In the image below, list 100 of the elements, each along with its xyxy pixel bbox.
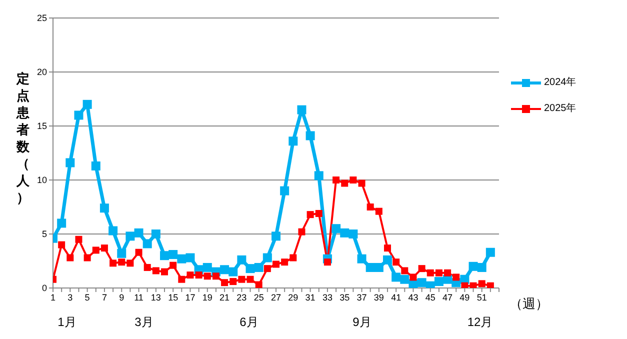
point bbox=[468, 262, 478, 271]
point bbox=[126, 260, 134, 267]
point bbox=[230, 278, 237, 286]
point bbox=[177, 254, 186, 264]
point bbox=[246, 276, 254, 283]
point bbox=[195, 272, 202, 279]
point bbox=[434, 277, 444, 286]
point bbox=[332, 224, 341, 234]
y-axis-title: 定点患者数（人） bbox=[16, 71, 30, 205]
point bbox=[290, 254, 297, 262]
point bbox=[204, 272, 211, 280]
point bbox=[134, 228, 144, 238]
point bbox=[264, 265, 271, 272]
x-tick-label: 37 bbox=[356, 292, 367, 302]
point bbox=[306, 131, 315, 140]
text: 6月 bbox=[238, 314, 260, 331]
point bbox=[357, 254, 366, 264]
point bbox=[84, 254, 91, 262]
x-tick-label: 33 bbox=[322, 292, 332, 302]
x-tick-label: 15 bbox=[168, 292, 178, 302]
point bbox=[66, 158, 75, 168]
x-tick-label: 49 bbox=[460, 292, 470, 302]
text: 12月 bbox=[466, 314, 494, 331]
point bbox=[384, 244, 391, 252]
legend-label: 2025年 bbox=[544, 102, 576, 116]
point bbox=[374, 262, 384, 272]
x-tick-label: 7 bbox=[102, 292, 107, 302]
x-tick-label: 43 bbox=[408, 292, 418, 302]
point bbox=[272, 260, 280, 268]
point bbox=[297, 105, 306, 114]
x-tick-label: 39 bbox=[374, 292, 384, 302]
point bbox=[383, 255, 392, 264]
point bbox=[202, 262, 212, 272]
point bbox=[255, 281, 262, 288]
point bbox=[426, 269, 434, 276]
x-axis-title: （週） bbox=[510, 296, 548, 311]
x-tick-label: 51 bbox=[476, 292, 487, 302]
point bbox=[161, 268, 168, 276]
point bbox=[401, 267, 408, 274]
x-tick-label: 27 bbox=[270, 292, 282, 302]
x-tick-label: 31 bbox=[305, 292, 316, 302]
point bbox=[254, 262, 264, 272]
point bbox=[100, 204, 109, 213]
point bbox=[280, 186, 290, 196]
y-tick-label: 0 bbox=[42, 283, 47, 294]
point bbox=[74, 110, 84, 120]
y-tick-label: 25 bbox=[36, 13, 47, 24]
point bbox=[470, 282, 477, 288]
point bbox=[314, 171, 324, 180]
legend-label: 2024年 bbox=[544, 76, 576, 90]
point bbox=[144, 264, 151, 271]
point bbox=[221, 279, 228, 286]
x-tick-label: 21 bbox=[220, 292, 230, 302]
point bbox=[92, 246, 100, 254]
point bbox=[366, 204, 374, 210]
point bbox=[272, 232, 280, 241]
point bbox=[82, 100, 92, 109]
point bbox=[246, 264, 255, 274]
point bbox=[186, 272, 194, 279]
x-tick-label: 23 bbox=[236, 292, 247, 302]
point bbox=[332, 176, 340, 184]
x-tick-label: 3 bbox=[68, 292, 73, 302]
point bbox=[126, 232, 135, 241]
point bbox=[392, 258, 400, 266]
point bbox=[135, 248, 142, 256]
text: 3月 bbox=[134, 314, 154, 331]
point bbox=[452, 274, 460, 281]
point bbox=[151, 230, 160, 238]
text: 9月 bbox=[352, 314, 372, 331]
point bbox=[228, 267, 238, 276]
point bbox=[435, 269, 442, 276]
point bbox=[142, 239, 152, 248]
x-tick-label: 47 bbox=[442, 292, 453, 302]
point bbox=[110, 260, 117, 267]
point bbox=[486, 248, 495, 257]
point bbox=[170, 262, 177, 269]
point bbox=[375, 208, 382, 215]
point bbox=[57, 218, 66, 228]
x-tick-label: 13 bbox=[150, 292, 161, 302]
point bbox=[178, 276, 186, 283]
point bbox=[477, 262, 486, 272]
x-tick-label: 1 bbox=[50, 292, 56, 302]
y-tick-label: 15 bbox=[36, 121, 47, 132]
y-tick-label: 20 bbox=[36, 67, 47, 78]
point bbox=[350, 176, 357, 184]
point bbox=[358, 180, 366, 187]
point bbox=[237, 255, 246, 264]
x-tick-label: 41 bbox=[391, 292, 402, 302]
point bbox=[212, 272, 220, 280]
x-tick-label: 19 bbox=[202, 292, 212, 302]
x-tick-label: 35 bbox=[340, 292, 350, 302]
x-tick-label: 9 bbox=[119, 292, 124, 302]
point bbox=[152, 267, 160, 274]
point bbox=[340, 228, 350, 238]
point bbox=[444, 269, 452, 276]
point bbox=[108, 226, 118, 236]
point bbox=[486, 282, 494, 288]
x-tick-label: 25 bbox=[254, 292, 264, 302]
point bbox=[410, 274, 417, 281]
point bbox=[315, 210, 322, 217]
